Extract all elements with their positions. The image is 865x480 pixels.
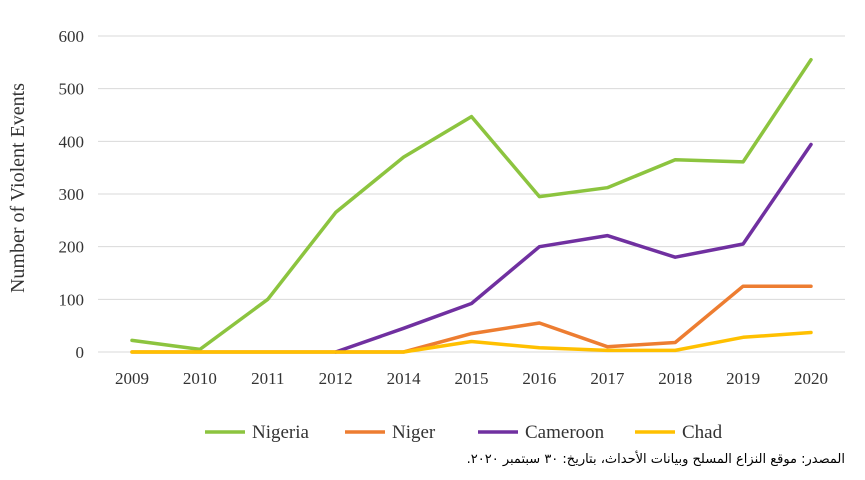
series-lines bbox=[130, 57, 813, 354]
x-tick-label: 2016 bbox=[522, 369, 556, 388]
y-tick-label: 400 bbox=[59, 132, 85, 151]
x-tick-label: 2009 bbox=[115, 369, 149, 388]
y-tick-label: 500 bbox=[59, 80, 85, 99]
x-tick-label: 2011 bbox=[251, 369, 284, 388]
axis-ticks: 0 100 200 300 400 500 600 2009 2010 2011 2012 2014 2… bbox=[59, 27, 829, 388]
gridlines bbox=[98, 35, 845, 353]
y-tick-label: 0 bbox=[76, 343, 85, 362]
y-tick-label: 100 bbox=[59, 290, 85, 309]
legend-label-nigeria: Nigeria bbox=[252, 422, 310, 443]
x-tick-label: 2019 bbox=[726, 369, 760, 388]
legend: Nigeria Niger Cameroon Chad bbox=[205, 422, 723, 443]
y-axis-label: Number of Violent Events bbox=[7, 83, 29, 293]
series-line-nigeria bbox=[130, 57, 813, 352]
legend-label-cameroon: Cameroon bbox=[525, 422, 605, 443]
x-tick-label: 2010 bbox=[183, 369, 217, 388]
legend-label-chad: Chad bbox=[682, 422, 723, 443]
y-tick-label: 600 bbox=[59, 27, 85, 46]
x-tick-label: 2012 bbox=[319, 369, 353, 388]
source-note: المصدر: موقع النزاع المسلح وبيانات الأحد… bbox=[466, 452, 845, 467]
y-tick-label: 300 bbox=[59, 185, 85, 204]
x-tick-label: 2017 bbox=[590, 369, 625, 388]
y-tick-label: 200 bbox=[59, 238, 85, 257]
legend-label-niger: Niger bbox=[392, 422, 436, 443]
x-tick-label: 2015 bbox=[455, 369, 489, 388]
x-tick-label: 2018 bbox=[658, 369, 692, 388]
series-line-cameroon bbox=[333, 142, 813, 354]
x-tick-label: 2014 bbox=[387, 369, 422, 388]
x-tick-label: 2020 bbox=[794, 369, 828, 388]
series-line-chad bbox=[130, 330, 813, 354]
